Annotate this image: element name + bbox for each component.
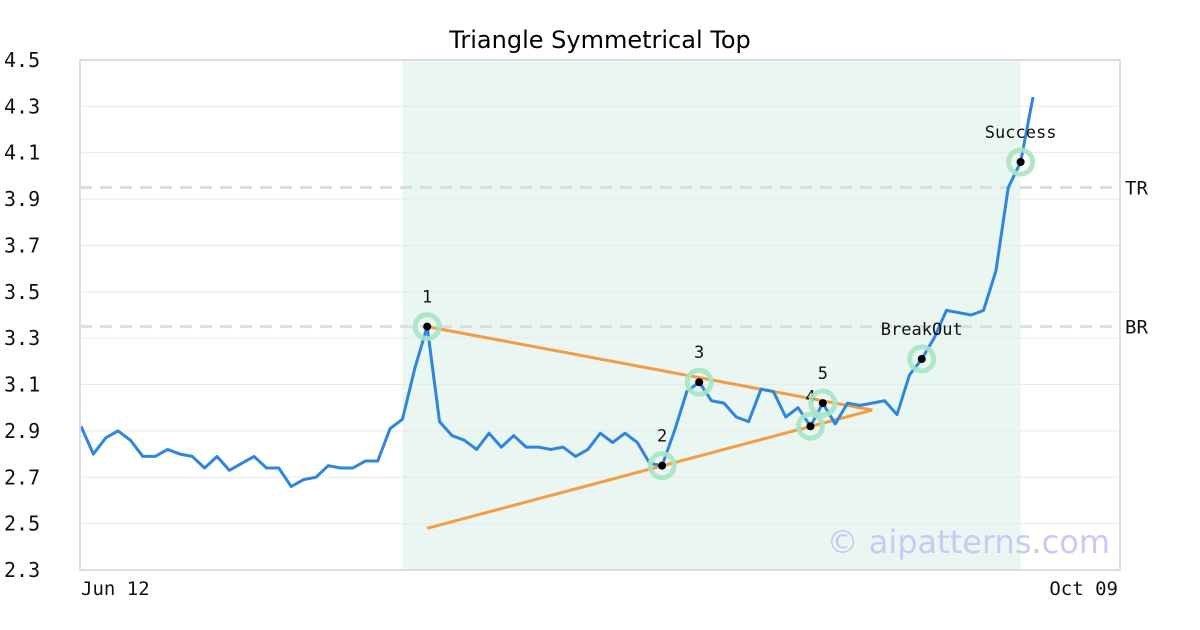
x-tick-label: Oct 09 [1049, 578, 1118, 600]
point-ring-2 [647, 451, 677, 481]
y-tick-label: 3.3 [4, 326, 40, 350]
trendline-upper [426, 325, 873, 412]
pattern-region-layer [402, 60, 1021, 570]
y-tick-label: 3.7 [4, 233, 40, 257]
y-tick-label: 2.7 [4, 465, 40, 489]
y-tick-label: 3.9 [4, 187, 40, 211]
point-dot-5 [818, 399, 827, 408]
point-ring-breakout [907, 344, 937, 374]
y-tick-label: 2.3 [4, 558, 40, 582]
y-tick-label: 2.9 [4, 419, 40, 443]
point-ring-5 [808, 388, 838, 418]
y-tick-label: 4.3 [4, 94, 40, 118]
point-label-2: 2 [657, 427, 667, 447]
point-ring-success [1006, 147, 1036, 177]
point-label-1: 1 [422, 288, 432, 308]
x-tick-label: Jun 12 [81, 578, 150, 600]
point-label-success: Success [985, 123, 1057, 143]
y-tick-label: 3.5 [4, 280, 40, 304]
pattern-region [402, 60, 1021, 570]
point-label-breakout: BreakOut [881, 320, 963, 340]
level-lines-layer: TR BR [80, 178, 1148, 339]
price-line [79, 96, 1035, 489]
axis-layer: 2.3 2.5 2.7 2.9 3.1 3.3 3.5 3.7 3.9 4.1 4.3 4.5 Jun … [4, 48, 1121, 600]
y-tick-label: 3.1 [4, 373, 40, 397]
y-tick-label: 4.5 [4, 48, 40, 72]
point-ring-1 [412, 312, 442, 342]
point-dot-success [1016, 158, 1025, 166]
level-label-br: BR [1125, 317, 1148, 339]
chart-title: Triangle Symmetrical Top [448, 26, 751, 54]
price-series-layer [79, 96, 1035, 489]
point-dot-4 [806, 422, 815, 431]
point-dot-breakout [917, 355, 926, 364]
level-label-tr: TR [1125, 178, 1148, 200]
watermark: © aipatterns.com [827, 523, 1110, 561]
point-dot-1 [423, 322, 432, 331]
plot-frame [79, 59, 1121, 571]
point-ring-4 [795, 411, 825, 441]
point-dot-2 [658, 461, 667, 470]
point-ring-3 [684, 367, 714, 397]
point-label-3: 3 [694, 343, 704, 363]
point-label-5: 5 [818, 364, 828, 384]
y-tick-label: 4.1 [4, 141, 40, 165]
y-tick-label: 2.5 [4, 512, 40, 536]
point-dot-3 [695, 378, 704, 387]
